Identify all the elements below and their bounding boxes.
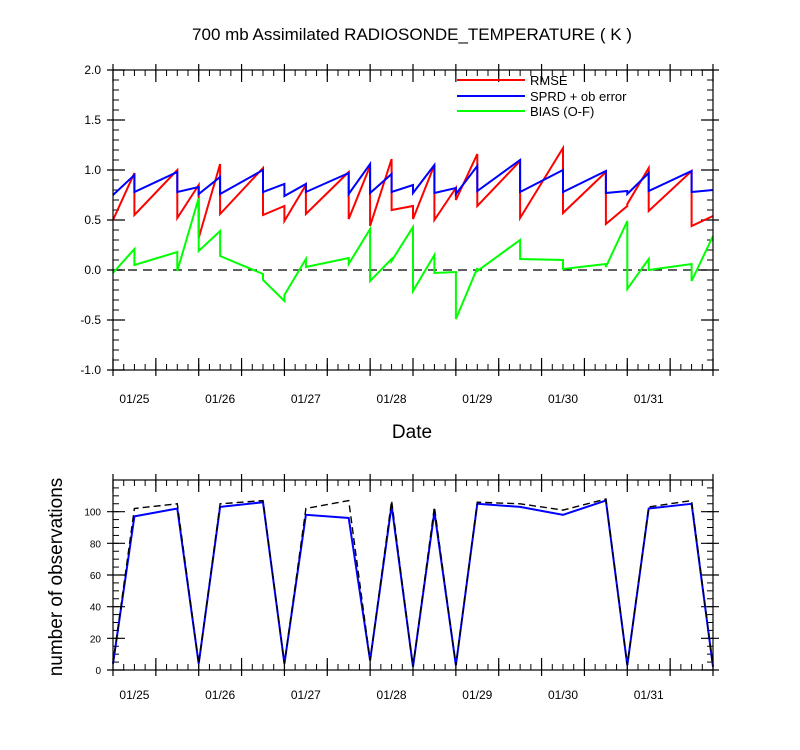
bottom-y-axis-title: number of observations	[46, 478, 67, 677]
top-x-tick-label: 01/26	[205, 392, 235, 406]
top-y-tick-label: 0.5	[84, 213, 101, 227]
top-chart-title: 700 mb Assimilated RADIOSONDE_TEMPERATUR…	[192, 25, 632, 44]
top-x-tick-label: 01/31	[634, 392, 664, 406]
bottom-x-tick-label: 01/29	[462, 688, 492, 702]
bottom-y-tick-label: 60	[90, 571, 102, 582]
bottom-y-tick-label: 80	[90, 539, 102, 550]
bottom-x-tick-label: 01/30	[548, 688, 578, 702]
bottom-y-tick-label: 100	[84, 508, 101, 519]
top-series-line-rmse	[112, 144, 714, 239]
top-y-tick-label: 2.0	[84, 63, 101, 77]
legend-bias-label: BIAS (O-F)	[530, 104, 594, 119]
top-x-tick-label: 01/30	[548, 392, 578, 406]
top-x-axis-title: Date	[392, 422, 432, 443]
top-x-tick-label: 01/25	[119, 392, 149, 406]
bottom-plot-frame	[112, 479, 714, 671]
top-x-tick-label: 01/29	[462, 392, 492, 406]
legend-sprd-label: SPRD + ob error	[530, 89, 627, 104]
bottom-x-tick-label: 01/25	[119, 688, 149, 702]
top-y-tick-label: -0.5	[80, 313, 101, 327]
bottom-y-tick-label: 40	[90, 603, 102, 614]
top-x-tick-label: 01/27	[291, 392, 321, 406]
legend: RMSE SPRD + ob error BIAS (O-F)	[457, 73, 627, 119]
top-y-tick-label: 0.0	[84, 263, 101, 277]
bottom-y-tick-label: 0	[95, 666, 101, 677]
bottom-series-line-possible	[112, 498, 714, 667]
top-y-tick-label: 1.5	[84, 113, 101, 127]
bottom-x-tick-label: 01/28	[377, 688, 407, 702]
top-y-tick-label: -1.0	[80, 363, 101, 377]
top-x-tick-label: 01/28	[377, 392, 407, 406]
bottom-x-tick-label: 01/26	[205, 688, 235, 702]
bottom-y-tick-label: 20	[90, 634, 102, 645]
top-series-line-bias-o-f	[112, 197, 714, 320]
legend-rmse-label: RMSE	[530, 73, 568, 88]
top-plot-area: 01/25 01/26 01/27 01/28 01/29 01/30 01/31 2.0 1.…	[80, 63, 719, 406]
top-series-line-sprd-ob-error	[112, 158, 714, 198]
top-plot-frame	[112, 69, 714, 371]
top-y-tick-label: 1.0	[84, 163, 101, 177]
bottom-x-tick-label: 01/31	[634, 688, 664, 702]
bottom-x-tick-label: 01/27	[291, 688, 321, 702]
